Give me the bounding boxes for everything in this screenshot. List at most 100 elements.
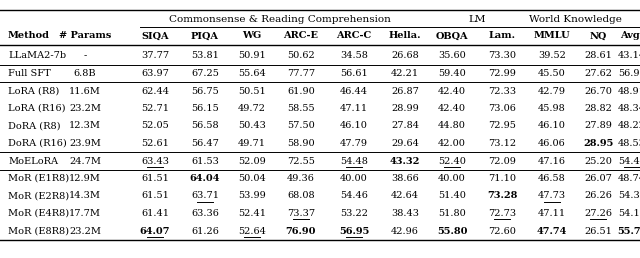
Text: 26.07: 26.07 xyxy=(584,174,612,183)
Text: LLaMA2-7b: LLaMA2-7b xyxy=(8,52,66,60)
Text: 23.9M: 23.9M xyxy=(69,139,101,148)
Text: 52.09: 52.09 xyxy=(238,157,266,165)
Text: 54.46: 54.46 xyxy=(340,191,368,200)
Text: 50.62: 50.62 xyxy=(287,52,315,60)
Text: 72.55: 72.55 xyxy=(287,157,315,165)
Text: Full SFT: Full SFT xyxy=(8,69,51,78)
Text: 24.7M: 24.7M xyxy=(69,157,101,165)
Text: 54.48: 54.48 xyxy=(340,157,368,165)
Text: 76.90: 76.90 xyxy=(285,227,316,236)
Text: 47.79: 47.79 xyxy=(340,139,368,148)
Text: 42.00: 42.00 xyxy=(438,139,466,148)
Text: 61.41: 61.41 xyxy=(141,209,169,218)
Text: 72.60: 72.60 xyxy=(488,227,516,236)
Text: # Params: # Params xyxy=(59,31,111,41)
Text: 42.96: 42.96 xyxy=(391,227,419,236)
Text: LoRA (R8): LoRA (R8) xyxy=(8,86,60,95)
Text: 28.95: 28.95 xyxy=(583,139,613,148)
Text: 14.3M: 14.3M xyxy=(69,191,101,200)
Text: 46.06: 46.06 xyxy=(538,139,566,148)
Text: 63.97: 63.97 xyxy=(141,69,169,78)
Text: LoRA (R16): LoRA (R16) xyxy=(8,104,65,113)
Text: 34.58: 34.58 xyxy=(340,52,368,60)
Text: 43.32: 43.32 xyxy=(390,157,420,165)
Text: DoRA (R16): DoRA (R16) xyxy=(8,139,67,148)
Text: MoR (E4R8): MoR (E4R8) xyxy=(8,209,69,218)
Text: 54.31: 54.31 xyxy=(618,191,640,200)
Text: 47.74: 47.74 xyxy=(537,227,567,236)
Text: 77.77: 77.77 xyxy=(287,69,315,78)
Text: 72.73: 72.73 xyxy=(488,209,516,218)
Text: MMLU: MMLU xyxy=(534,31,570,41)
Text: 27.84: 27.84 xyxy=(391,122,419,131)
Text: MoELoRA: MoELoRA xyxy=(8,157,58,165)
Text: 39.52: 39.52 xyxy=(538,52,566,60)
Text: 12.3M: 12.3M xyxy=(69,122,101,131)
Text: MoR (E1R8): MoR (E1R8) xyxy=(8,174,69,183)
Text: 26.70: 26.70 xyxy=(584,86,612,95)
Text: 52.40: 52.40 xyxy=(438,157,466,165)
Text: 67.25: 67.25 xyxy=(191,69,219,78)
Text: DoRA (R8): DoRA (R8) xyxy=(8,122,61,131)
Text: 42.79: 42.79 xyxy=(538,86,566,95)
Text: 50.43: 50.43 xyxy=(238,122,266,131)
Text: 50.51: 50.51 xyxy=(238,86,266,95)
Text: 48.34: 48.34 xyxy=(618,104,640,113)
Text: 27.62: 27.62 xyxy=(584,69,612,78)
Text: 61.51: 61.51 xyxy=(141,174,169,183)
Text: 63.71: 63.71 xyxy=(191,191,219,200)
Text: 52.61: 52.61 xyxy=(141,139,169,148)
Text: 64.07: 64.07 xyxy=(140,227,170,236)
Text: 72.99: 72.99 xyxy=(488,69,516,78)
Text: 51.40: 51.40 xyxy=(438,191,466,200)
Text: 26.51: 26.51 xyxy=(584,227,612,236)
Text: 48.22: 48.22 xyxy=(618,122,640,131)
Text: 12.9M: 12.9M xyxy=(69,174,101,183)
Text: 55.74: 55.74 xyxy=(617,227,640,236)
Text: 42.40: 42.40 xyxy=(438,104,466,113)
Text: 47.16: 47.16 xyxy=(538,157,566,165)
Text: 27.26: 27.26 xyxy=(584,209,612,218)
Text: 42.40: 42.40 xyxy=(438,86,466,95)
Text: WG: WG xyxy=(243,31,262,41)
Text: 49.36: 49.36 xyxy=(287,174,315,183)
Text: 58.90: 58.90 xyxy=(287,139,315,148)
Text: 17.7M: 17.7M xyxy=(69,209,101,218)
Text: 50.04: 50.04 xyxy=(238,174,266,183)
Text: 45.50: 45.50 xyxy=(538,69,566,78)
Text: 52.64: 52.64 xyxy=(238,227,266,236)
Text: 49.71: 49.71 xyxy=(238,139,266,148)
Text: 47.11: 47.11 xyxy=(340,104,368,113)
Text: 45.98: 45.98 xyxy=(538,104,566,113)
Text: 26.87: 26.87 xyxy=(391,86,419,95)
Text: 53.81: 53.81 xyxy=(191,52,219,60)
Text: 73.12: 73.12 xyxy=(488,139,516,148)
Text: 28.99: 28.99 xyxy=(391,104,419,113)
Text: 27.89: 27.89 xyxy=(584,122,612,131)
Text: MoR (E2R8): MoR (E2R8) xyxy=(8,191,69,200)
Text: 56.90: 56.90 xyxy=(618,69,640,78)
Text: 43.14: 43.14 xyxy=(618,52,640,60)
Text: OBQA: OBQA xyxy=(436,31,468,41)
Text: 42.64: 42.64 xyxy=(391,191,419,200)
Text: 54.11: 54.11 xyxy=(618,209,640,218)
Text: 72.95: 72.95 xyxy=(488,122,516,131)
Text: 57.50: 57.50 xyxy=(287,122,315,131)
Text: World Knowledge: World Knowledge xyxy=(529,14,621,23)
Text: 46.58: 46.58 xyxy=(538,174,566,183)
Text: 73.30: 73.30 xyxy=(488,52,516,60)
Text: 46.10: 46.10 xyxy=(538,122,566,131)
Text: 38.66: 38.66 xyxy=(391,174,419,183)
Text: 47.73: 47.73 xyxy=(538,191,566,200)
Text: 25.20: 25.20 xyxy=(584,157,612,165)
Text: 40.00: 40.00 xyxy=(438,174,466,183)
Text: -: - xyxy=(83,52,86,60)
Text: Avg.: Avg. xyxy=(620,31,640,41)
Text: 52.71: 52.71 xyxy=(141,104,169,113)
Text: 28.61: 28.61 xyxy=(584,52,612,60)
Text: 56.47: 56.47 xyxy=(191,139,219,148)
Text: 6.8B: 6.8B xyxy=(74,69,96,78)
Text: 48.74: 48.74 xyxy=(618,174,640,183)
Text: 55.80: 55.80 xyxy=(436,227,467,236)
Text: 71.10: 71.10 xyxy=(488,174,516,183)
